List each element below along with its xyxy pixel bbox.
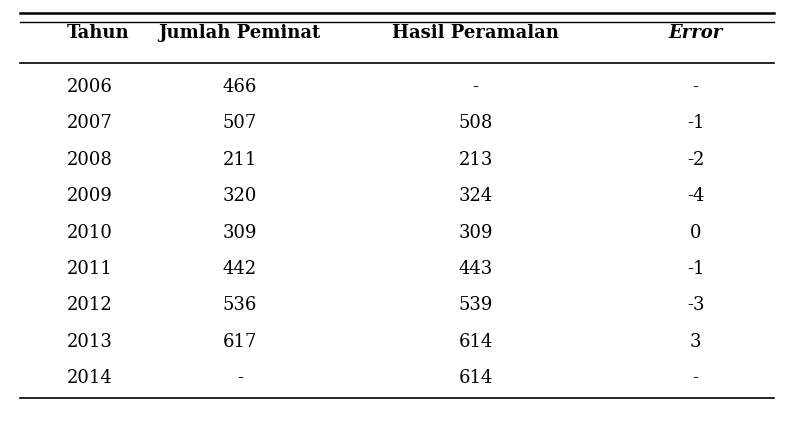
Text: 2006: 2006 bbox=[67, 78, 113, 96]
Text: 2013: 2013 bbox=[67, 333, 113, 351]
Text: -: - bbox=[692, 78, 699, 96]
Text: 211: 211 bbox=[222, 151, 257, 169]
Text: 2008: 2008 bbox=[67, 151, 113, 169]
Text: 309: 309 bbox=[458, 224, 493, 241]
Text: 320: 320 bbox=[222, 187, 257, 205]
Text: 614: 614 bbox=[458, 369, 493, 387]
Text: 2012: 2012 bbox=[67, 296, 113, 314]
Text: Jumlah Peminat: Jumlah Peminat bbox=[159, 24, 321, 42]
Text: Hasil Peramalan: Hasil Peramalan bbox=[392, 24, 559, 42]
Text: 614: 614 bbox=[458, 333, 493, 351]
Text: 508: 508 bbox=[458, 114, 493, 133]
Text: 539: 539 bbox=[458, 296, 493, 314]
Text: -2: -2 bbox=[687, 151, 704, 169]
Text: -: - bbox=[237, 369, 243, 387]
Text: 507: 507 bbox=[223, 114, 257, 133]
Text: 2010: 2010 bbox=[67, 224, 113, 241]
Text: 324: 324 bbox=[458, 187, 493, 205]
Text: -: - bbox=[692, 369, 699, 387]
Text: -: - bbox=[472, 78, 479, 96]
Text: Tahun: Tahun bbox=[67, 24, 129, 42]
Text: 442: 442 bbox=[223, 260, 257, 278]
Text: 3: 3 bbox=[690, 333, 701, 351]
Text: 309: 309 bbox=[222, 224, 257, 241]
Text: -1: -1 bbox=[687, 114, 704, 133]
Text: 2014: 2014 bbox=[67, 369, 113, 387]
Text: 2009: 2009 bbox=[67, 187, 113, 205]
Text: 617: 617 bbox=[222, 333, 257, 351]
Text: -4: -4 bbox=[687, 187, 704, 205]
Text: 0: 0 bbox=[690, 224, 701, 241]
Text: -3: -3 bbox=[687, 296, 704, 314]
Text: 2011: 2011 bbox=[67, 260, 113, 278]
Text: 443: 443 bbox=[458, 260, 493, 278]
Text: 213: 213 bbox=[458, 151, 493, 169]
Text: -1: -1 bbox=[687, 260, 704, 278]
Text: 536: 536 bbox=[222, 296, 257, 314]
Text: 466: 466 bbox=[222, 78, 257, 96]
Text: 2007: 2007 bbox=[67, 114, 113, 133]
Text: Error: Error bbox=[669, 24, 723, 42]
